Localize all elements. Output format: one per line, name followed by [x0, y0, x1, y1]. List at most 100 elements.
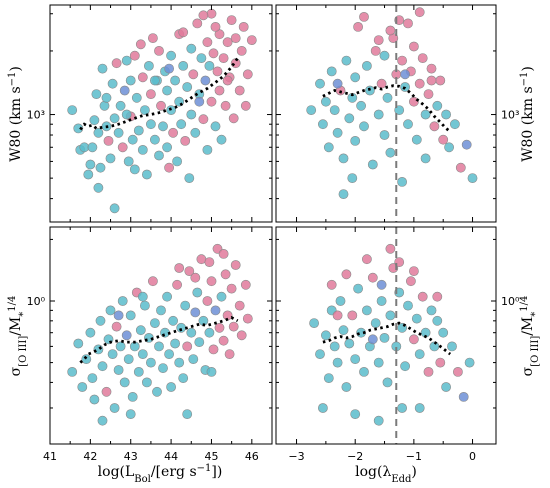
data-point [306, 105, 317, 115]
data-point [202, 144, 213, 155]
data-point [117, 296, 128, 306]
plot-area-bottom-left [67, 243, 253, 426]
data-point [172, 279, 182, 290]
data-point [101, 92, 112, 103]
data-point [435, 357, 446, 368]
data-point [164, 349, 174, 359]
data-point [370, 46, 381, 56]
data-point [414, 78, 425, 89]
data-point [67, 366, 78, 377]
data-point [200, 75, 211, 86]
data-point [147, 276, 158, 287]
x-tick-label: −3 [288, 450, 304, 463]
data-point [403, 18, 413, 29]
data-point [210, 121, 221, 132]
data-point [356, 100, 366, 111]
data-point [220, 100, 231, 111]
data-point [240, 100, 251, 111]
panel-top-right: 10³ [275, 4, 519, 223]
data-point [121, 330, 132, 341]
data-point [145, 89, 156, 99]
data-point [385, 147, 396, 158]
data-point [464, 357, 475, 368]
data-point [141, 169, 152, 180]
data-point [222, 75, 233, 86]
data-point [184, 173, 195, 183]
axes-frame [275, 226, 497, 445]
data-point [95, 315, 106, 326]
data-point [417, 291, 428, 302]
data-point [139, 105, 150, 115]
data-point [162, 85, 172, 96]
y-tick-label: 10³ [27, 109, 45, 122]
data-point [226, 15, 237, 25]
data-point [162, 291, 172, 302]
x-tick-label: 45 [204, 450, 218, 463]
y-tick-label: 10⁰ [501, 295, 520, 308]
data-point [143, 61, 154, 71]
data-point [326, 66, 337, 77]
data-point [452, 366, 463, 377]
data-point [125, 409, 136, 419]
running-average-line [322, 84, 452, 133]
panel-bottom-right: −3 −2 −1 0 10⁰ [275, 226, 520, 463]
data-point [166, 382, 176, 392]
data-point [242, 69, 253, 80]
data-point [426, 63, 437, 74]
data-point [182, 409, 193, 419]
data-point [95, 162, 106, 173]
data-point [397, 55, 407, 66]
data-point [408, 41, 419, 52]
data-point [198, 10, 209, 21]
data-point [382, 92, 393, 103]
data-point [206, 96, 217, 107]
data-point [408, 334, 419, 345]
data-point [344, 338, 355, 349]
data-point [105, 153, 116, 164]
x-tick-label: 0 [469, 450, 476, 463]
data-point [202, 37, 213, 48]
data-point [230, 260, 241, 270]
data-point [91, 89, 102, 99]
data-point [226, 283, 237, 294]
data-point [168, 127, 178, 138]
x-tick-label: 46 [245, 450, 259, 463]
data-point [123, 156, 134, 167]
plot-area-top-left [67, 8, 257, 214]
data-point [218, 248, 229, 259]
data-point [129, 50, 140, 61]
data-point [154, 46, 164, 56]
data-point [149, 318, 160, 328]
data-point [447, 341, 457, 352]
xlabel-bottom-left: log(LBol/[erg s−1]) [98, 463, 223, 485]
data-point [115, 341, 126, 352]
data-point [382, 377, 393, 388]
data-point [178, 373, 189, 383]
data-point [109, 113, 120, 124]
data-point [121, 55, 132, 66]
data-point [186, 109, 197, 120]
data-point [403, 119, 413, 130]
data-point [370, 318, 381, 328]
data-point [350, 409, 361, 419]
data-point [156, 305, 166, 316]
data-point [455, 162, 466, 173]
data-point [135, 39, 146, 50]
data-point [133, 125, 144, 136]
data-point [117, 142, 128, 153]
data-point [180, 300, 191, 311]
data-point [359, 366, 369, 377]
data-point [147, 33, 158, 43]
data-point [414, 7, 425, 18]
data-point [192, 18, 203, 29]
data-point [129, 164, 140, 175]
data-point [326, 279, 337, 290]
data-point [81, 354, 92, 364]
data-point [458, 391, 469, 402]
data-point [210, 305, 221, 316]
data-point [123, 354, 134, 364]
data-point [125, 310, 136, 321]
axes-frame [275, 4, 497, 223]
data-point [125, 75, 136, 86]
